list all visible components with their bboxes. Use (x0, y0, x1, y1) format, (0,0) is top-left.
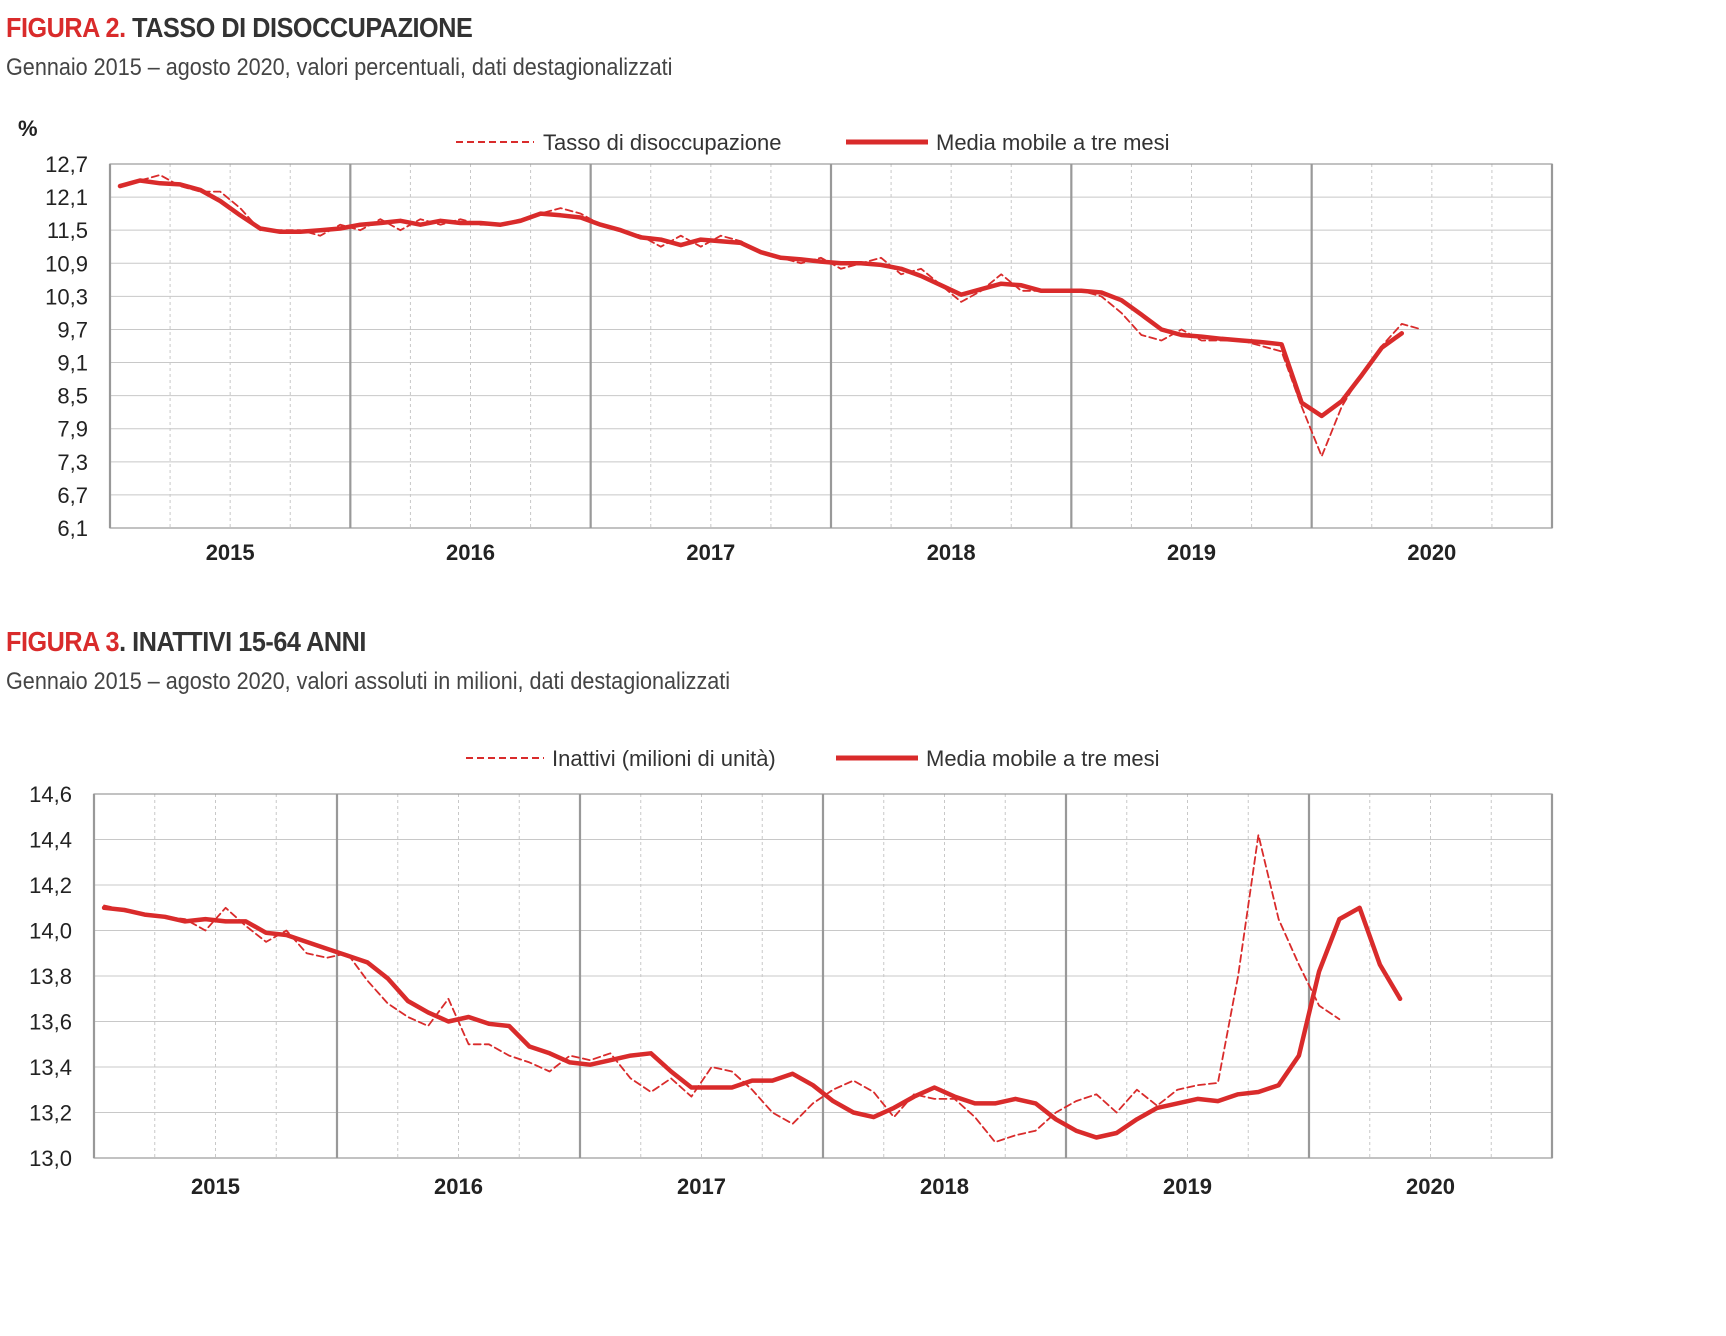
x-year-label: 2020 (1407, 540, 1456, 565)
y-tick-label: 12,1 (45, 185, 88, 210)
y-tick-label: 13,6 (29, 1010, 72, 1035)
series-line-dashed (103, 834, 1341, 1144)
y-tick-label: 14,4 (29, 828, 72, 853)
x-year-label: 2020 (1406, 1174, 1455, 1199)
y-tick-label: 13,2 (29, 1101, 72, 1126)
y-tick-label: 13,8 (29, 964, 72, 989)
y-tick-label: 10,9 (45, 251, 88, 276)
x-year-label: 2017 (686, 540, 735, 565)
x-year-label: 2015 (206, 540, 255, 565)
figure3-number: FIGURA 3 (6, 626, 120, 657)
x-year-label: 2018 (927, 540, 976, 565)
y-tick-label: 14,6 (29, 782, 72, 807)
y-tick-label: 7,9 (57, 417, 88, 442)
figure2-title: FIGURA 2. TASSO DI DISOCCUPAZIONE (6, 12, 473, 44)
figure3-dot: . (119, 626, 126, 657)
figure2-subtitle: Gennaio 2015 – agosto 2020, valori perce… (6, 54, 673, 81)
y-tick-label: 7,3 (57, 450, 88, 475)
y-tick-label: 6,1 (57, 516, 88, 541)
y-tick-label: 10,3 (45, 284, 88, 309)
figure3-name: INATTIVI 15-64 ANNI (132, 626, 366, 657)
legend-label: Media mobile a tre mesi (936, 130, 1170, 155)
y-tick-label: 14,0 (29, 919, 72, 944)
y-tick-label: 9,1 (57, 351, 88, 376)
x-year-label: 2019 (1163, 1174, 1212, 1199)
y-tick-label: 12,7 (45, 152, 88, 177)
legend-label: Media mobile a tre mesi (926, 746, 1160, 771)
x-year-label: 2019 (1167, 540, 1216, 565)
figure3-subtitle: Gennaio 2015 – agosto 2020, valori assol… (6, 668, 731, 695)
figure2-name: TASSO DI DISOCCUPAZIONE (132, 12, 473, 43)
plot-frame (93, 793, 1553, 1159)
x-year-label: 2016 (446, 540, 495, 565)
y-tick-label: 8,5 (57, 384, 88, 409)
x-year-label: 2015 (191, 1174, 240, 1199)
y-tick-label: 14,2 (29, 873, 72, 898)
x-year-label: 2018 (920, 1174, 969, 1199)
series-line-moving-average (117, 178, 1405, 419)
x-year-label: 2016 (434, 1174, 483, 1199)
y-tick-label: 6,7 (57, 483, 88, 508)
y-tick-label: 13,4 (29, 1055, 72, 1080)
figure2-number: FIGURA 2. (6, 12, 126, 43)
legend-label: Tasso di disoccupazione (543, 130, 781, 155)
figure3-title: FIGURA 3. INATTIVI 15-64 ANNI (6, 626, 366, 658)
series-line-moving-average (101, 905, 1403, 1140)
chart-inactive-population: 14,6 14,4 14,2 14,0 13,8 13,6 13,4 13,2 13,0 2015… (29, 746, 1554, 1199)
y-axis-unit: % (18, 116, 38, 141)
plot-frame (109, 163, 1553, 529)
y-tick-label: 13,0 (29, 1146, 72, 1171)
chart-unemployment-rate: 12,7 12,1 11,5 10,9 10,3 9,7 9,1 8,5 7,9 7,3 6,7 6,… (18, 116, 1554, 565)
y-tick-label: 9,7 (57, 317, 88, 342)
legend-label: Inattivi (milioni di unità) (552, 746, 776, 771)
y-tick-label: 11,5 (47, 218, 88, 243)
x-year-label: 2017 (677, 1174, 726, 1199)
